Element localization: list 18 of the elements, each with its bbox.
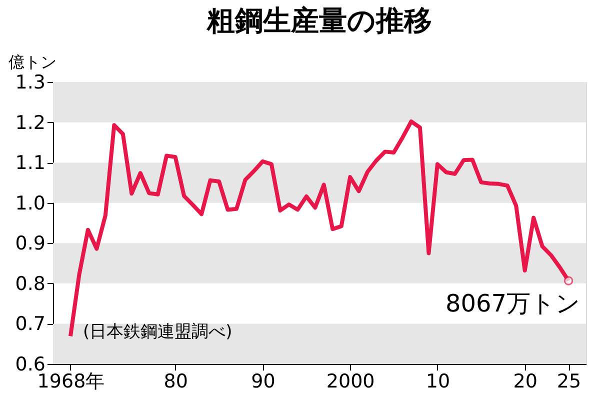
y-tick-label: 0.7: [15, 313, 46, 336]
y-tick-label: 1.0: [15, 192, 46, 214]
x-tick-label: 80: [164, 370, 188, 392]
annotation: 8067万トン: [445, 290, 581, 318]
x-tick-label: 25: [556, 370, 582, 392]
y-tick-label: 1.1: [15, 152, 46, 174]
x-tick-label: 90: [251, 370, 276, 392]
y-tick-label: 0.9: [15, 232, 46, 255]
y-axis-title: 億トン: [8, 52, 56, 72]
x-tick-label: 10: [426, 370, 450, 392]
x-tick-label: 2000: [326, 370, 375, 392]
y-tick-label: 1.2: [15, 112, 46, 134]
y-tick-label: 0.8: [15, 272, 46, 295]
chart-title: 粗鋼生産量の推移: [206, 4, 432, 37]
x-tick-label: 20: [513, 370, 538, 392]
annotation: (日本鉄鋼連盟調べ): [83, 322, 232, 342]
y-tick-label: 1.3: [15, 72, 46, 94]
x-tick-label: 1968年: [37, 370, 105, 392]
